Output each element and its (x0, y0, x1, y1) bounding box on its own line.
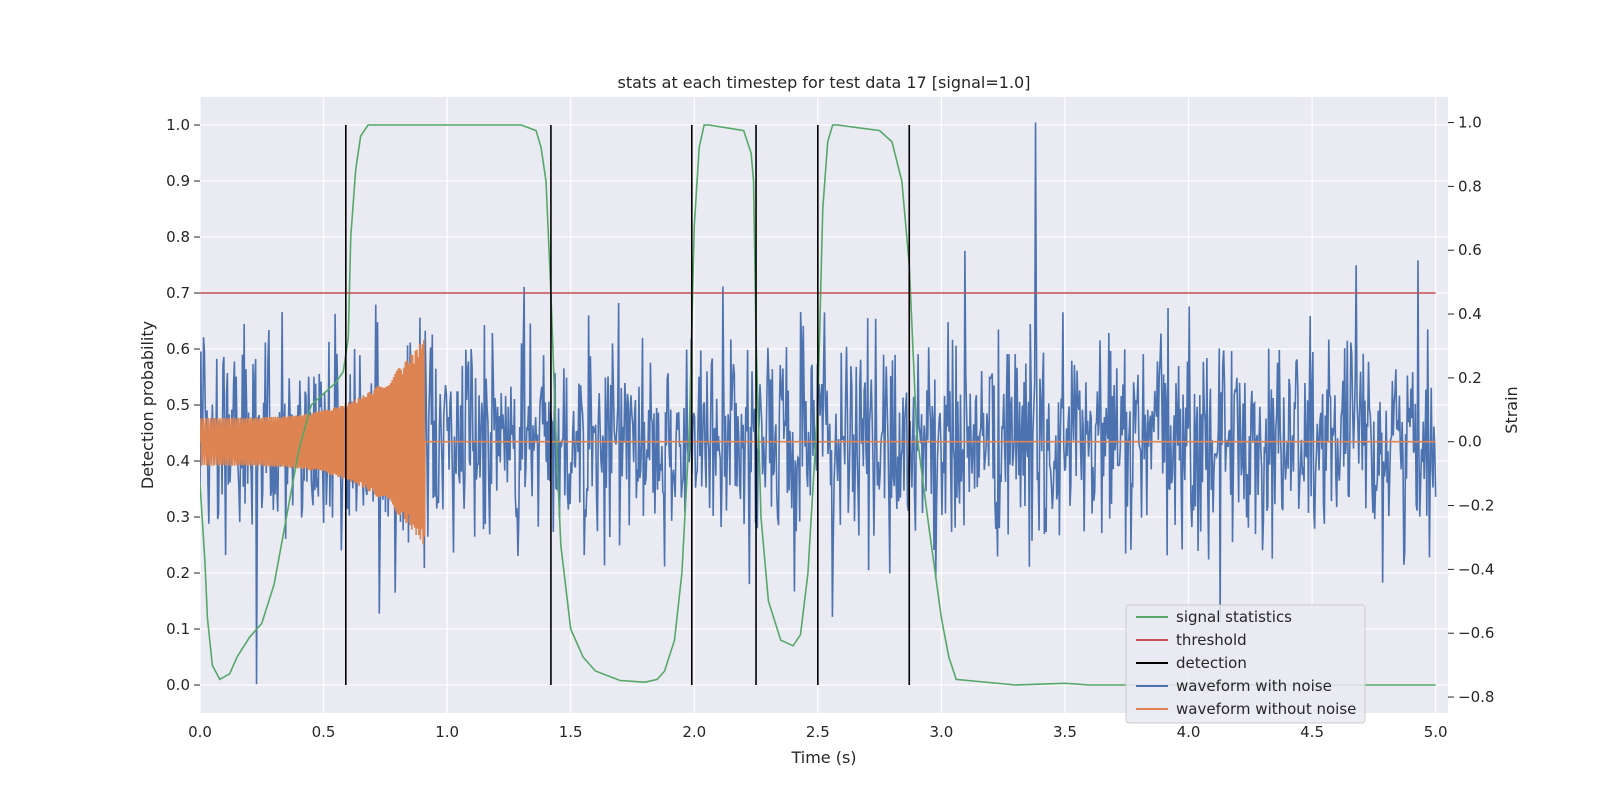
legend-label: signal statistics (1176, 608, 1292, 626)
y-right-tick-label: 0.4 (1458, 305, 1482, 323)
x-tick-label: 1.0 (435, 723, 459, 741)
legend: signal statistics threshold detection wavef… (1125, 604, 1366, 724)
y-axis-label-left: Detection probability (138, 321, 157, 489)
y-left-tick-label: 0.6 (166, 340, 190, 358)
y-right-tick-label: 0.2 (1458, 369, 1482, 387)
y-left-tick-label: 0.3 (166, 508, 190, 526)
y-left-tick-label: 0.2 (166, 564, 190, 582)
y-right-tick-label: 0.8 (1458, 177, 1482, 195)
x-tick-label: 5.0 (1424, 723, 1448, 741)
y-right-tick-label: −0.6 (1458, 624, 1494, 642)
y-right-tick-label: −0.8 (1458, 688, 1494, 706)
y-left-tick-label: 1.0 (166, 116, 190, 134)
data-layer (200, 122, 1437, 686)
ticks: 0.0 0.5 1.0 1.5 2.0 2.5 3.0 3.5 4.0 4.5 5.0 0.0 0.1 0… (166, 114, 1494, 741)
legend-label: threshold (1176, 631, 1247, 649)
legend-box (1125, 604, 1366, 724)
series-signal-statistics (200, 124, 1436, 686)
x-tick-label: 2.5 (806, 723, 830, 741)
y-left-tick-label: 0.8 (166, 228, 190, 246)
x-tick-label: 0.0 (188, 723, 212, 741)
legend-label: detection (1176, 654, 1247, 672)
y-right-tick-label: −0.2 (1458, 497, 1494, 515)
y-left-tick-label: 0.0 (166, 676, 190, 694)
y-right-tick-label: 1.0 (1458, 114, 1482, 132)
y-left-tick-label: 0.5 (166, 396, 190, 414)
legend-label: waveform with noise (1176, 677, 1332, 695)
x-tick-label: 0.5 (312, 723, 336, 741)
legend-label: waveform without noise (1176, 700, 1356, 718)
y-left-tick-label: 0.7 (166, 284, 190, 302)
y-right-tick-label: 0.6 (1458, 241, 1482, 259)
series-waveform-without-noise (200, 339, 1436, 545)
x-tick-label: 4.0 (1177, 723, 1201, 741)
x-tick-label: 3.5 (1053, 723, 1077, 741)
x-tick-label: 3.0 (929, 723, 953, 741)
y-left-tick-label: 0.9 (166, 172, 190, 190)
y-left-tick-label: 0.1 (166, 620, 190, 638)
y-left-tick-label: 0.4 (166, 452, 190, 470)
x-tick-label: 1.5 (559, 723, 583, 741)
y-right-tick-label: 0.0 (1458, 433, 1482, 451)
x-axis-label: Time (s) (790, 748, 856, 767)
y-axis-label-right: Strain (1502, 386, 1521, 433)
x-tick-label: 4.5 (1300, 723, 1324, 741)
chart-title: stats at each timestep for test data 17 … (618, 73, 1031, 92)
x-tick-label: 2.0 (682, 723, 706, 741)
y-right-tick-label: −0.4 (1458, 560, 1494, 578)
